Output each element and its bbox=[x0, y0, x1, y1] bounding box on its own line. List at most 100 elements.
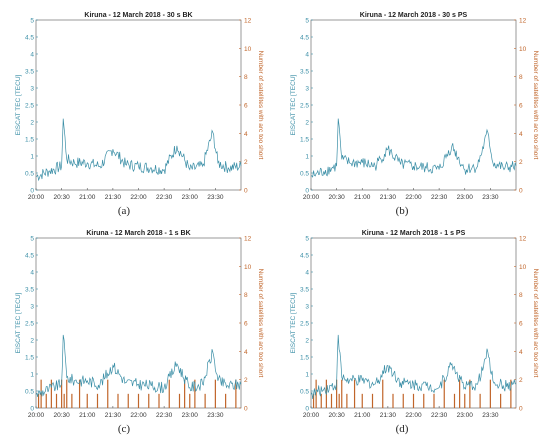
x-tick-label: 23:30 bbox=[207, 412, 224, 419]
left-tick-label: 0 bbox=[30, 406, 34, 413]
left-tick-label: 3 bbox=[305, 86, 309, 93]
right-tick-label: 12 bbox=[519, 236, 527, 243]
left-tick-label: 3 bbox=[30, 86, 34, 93]
left-tick-label: 2.5 bbox=[300, 103, 309, 110]
left-tick-label: 0.5 bbox=[25, 171, 34, 178]
left-tick-label: 3.5 bbox=[300, 69, 309, 76]
x-tick-label: 22:30 bbox=[156, 412, 173, 419]
right-tick-label: 4 bbox=[244, 349, 248, 356]
right-tick-label: 8 bbox=[244, 74, 248, 81]
right-tick-label: 8 bbox=[519, 292, 523, 299]
left-tick-label: 2 bbox=[305, 120, 309, 127]
left-axis-label: EISCAT TEC [TECU] bbox=[290, 292, 297, 353]
panel-caption: (d) bbox=[396, 423, 409, 435]
x-tick-label: 23:00 bbox=[457, 412, 474, 419]
left-tick-label: 5 bbox=[305, 236, 309, 243]
right-tick-label: 6 bbox=[244, 103, 248, 110]
left-tick-label: 1.5 bbox=[300, 355, 309, 362]
left-tick-label: 4 bbox=[30, 52, 34, 59]
x-tick-label: 20:00 bbox=[28, 412, 45, 419]
left-tick-label: 0 bbox=[305, 188, 309, 195]
x-tick-label: 22:30 bbox=[431, 194, 448, 201]
left-tick-label: 4.5 bbox=[300, 35, 309, 42]
left-tick-label: 3.5 bbox=[25, 287, 34, 294]
right-tick-label: 10 bbox=[244, 46, 252, 53]
left-tick-label: 0 bbox=[305, 406, 309, 413]
left-tick-label: 0.5 bbox=[25, 389, 34, 396]
left-tick-label: 4 bbox=[305, 270, 309, 277]
panel-caption: (c) bbox=[118, 423, 131, 435]
right-tick-label: 10 bbox=[519, 46, 527, 53]
right-tick-label: 8 bbox=[519, 74, 523, 81]
right-tick-label: 12 bbox=[244, 18, 252, 25]
right-axis-label: Number of satellites with arc too short bbox=[257, 51, 264, 160]
right-tick-label: 6 bbox=[519, 321, 523, 328]
x-tick-label: 20:00 bbox=[28, 194, 45, 201]
x-tick-label: 23:00 bbox=[182, 412, 199, 419]
x-tick-label: 20:30 bbox=[328, 412, 345, 419]
chart-panel-4: Kiruna - 12 March 2018 - 1 s PS 0 0.5 1 1.5 2… bbox=[290, 230, 539, 435]
left-tick-label: 2 bbox=[30, 338, 34, 345]
left-tick-label: 1.5 bbox=[25, 137, 34, 144]
right-tick-label: 0 bbox=[244, 406, 248, 413]
left-tick-label: 4.5 bbox=[300, 253, 309, 260]
right-tick-label: 10 bbox=[519, 264, 527, 271]
right-tick-label: 8 bbox=[244, 292, 248, 299]
left-tick-label: 3 bbox=[305, 304, 309, 311]
x-tick-label: 22:00 bbox=[405, 412, 422, 419]
x-tick-label: 22:00 bbox=[130, 194, 147, 201]
x-tick-label: 21:00 bbox=[79, 194, 96, 201]
x-tick-label: 22:30 bbox=[156, 194, 173, 201]
left-tick-label: 0.5 bbox=[300, 389, 309, 396]
right-axis-label: Number of satellites with arc too short bbox=[532, 269, 539, 378]
left-tick-label: 1.5 bbox=[25, 355, 34, 362]
x-tick-label: 22:00 bbox=[130, 412, 147, 419]
series-tec-line bbox=[310, 334, 517, 399]
left-tick-label: 2.5 bbox=[25, 321, 34, 328]
plot-frame bbox=[310, 19, 517, 191]
left-tick-label: 4.5 bbox=[25, 35, 34, 42]
x-tick-label: 20:00 bbox=[303, 194, 320, 201]
x-tick-label: 21:00 bbox=[79, 412, 96, 419]
right-tick-label: 0 bbox=[519, 406, 523, 413]
x-tick-label: 21:30 bbox=[105, 194, 122, 201]
x-tick-label: 21:00 bbox=[354, 412, 371, 419]
panel-caption: (a) bbox=[118, 205, 131, 217]
x-tick-label: 23:00 bbox=[182, 194, 199, 201]
chart-title: Kiruna - 12 March 2018 - 1 s PS bbox=[362, 230, 466, 237]
left-axis-label: EISCAT TEC [TECU] bbox=[15, 292, 22, 353]
right-tick-label: 12 bbox=[519, 18, 527, 25]
chart-title: Kiruna - 12 March 2018 - 30 s PS bbox=[360, 12, 468, 19]
left-tick-label: 4 bbox=[305, 52, 309, 59]
panel-caption: (b) bbox=[396, 205, 409, 217]
right-tick-label: 6 bbox=[244, 321, 248, 328]
x-tick-label: 23:00 bbox=[457, 194, 474, 201]
chart-panel-3: Kiruna - 12 March 2018 - 1 s BK 0 0.5 1 1.5 2… bbox=[15, 230, 264, 435]
left-tick-label: 3.5 bbox=[300, 287, 309, 294]
x-tick-label: 23:30 bbox=[482, 412, 499, 419]
left-tick-label: 5 bbox=[30, 236, 34, 243]
left-tick-label: 2 bbox=[305, 338, 309, 345]
left-tick-label: 2.5 bbox=[25, 103, 34, 110]
left-tick-label: 3 bbox=[30, 304, 34, 311]
chart-title: Kiruna - 12 March 2018 - 30 s BK bbox=[84, 12, 192, 19]
x-tick-label: 20:30 bbox=[328, 194, 345, 201]
left-tick-label: 4.5 bbox=[25, 253, 34, 260]
left-tick-label: 1 bbox=[305, 154, 309, 161]
left-tick-label: 1 bbox=[30, 372, 34, 379]
x-tick-label: 21:30 bbox=[105, 412, 122, 419]
chart-title: Kiruna - 12 March 2018 - 1 s BK bbox=[86, 230, 190, 237]
right-tick-label: 4 bbox=[519, 131, 523, 138]
x-tick-label: 20:30 bbox=[53, 412, 70, 419]
right-tick-label: 12 bbox=[244, 236, 252, 243]
left-tick-label: 1 bbox=[305, 372, 309, 379]
x-tick-label: 20:30 bbox=[53, 194, 70, 201]
right-tick-label: 2 bbox=[519, 377, 523, 384]
left-tick-label: 5 bbox=[30, 18, 34, 25]
left-tick-label: 2.5 bbox=[300, 321, 309, 328]
right-tick-label: 2 bbox=[519, 159, 523, 166]
series-tec-line bbox=[310, 118, 517, 178]
right-tick-label: 10 bbox=[244, 264, 252, 271]
left-axis-label: EISCAT TEC [TECU] bbox=[15, 74, 22, 135]
